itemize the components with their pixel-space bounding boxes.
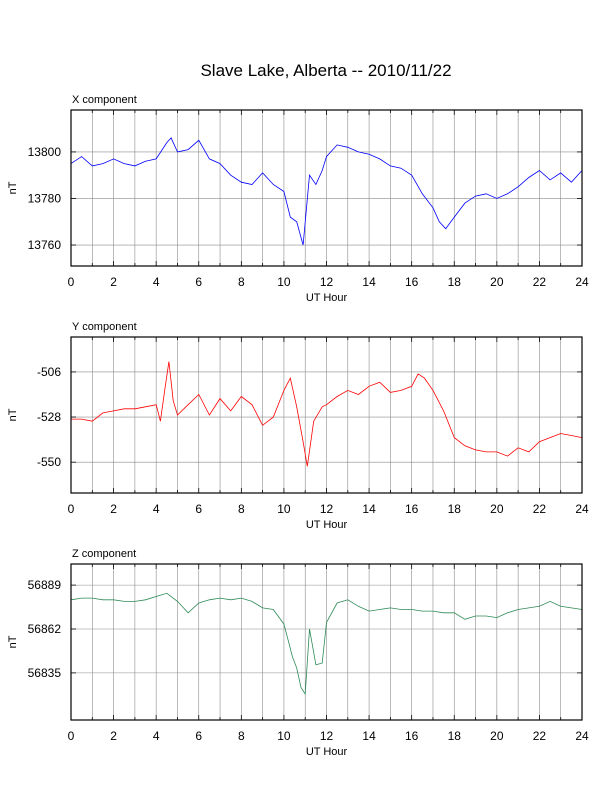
x-tick-label: 6: [195, 502, 202, 516]
y-axis-label: nT: [7, 635, 19, 648]
x-tick-label: 22: [533, 502, 547, 516]
x-tick-label: 16: [405, 729, 419, 743]
panel-title: Y component: [72, 321, 137, 333]
panel-title: X component: [72, 94, 137, 106]
x-tick-label: 4: [153, 275, 160, 289]
x-axis-label: UT Hour: [306, 519, 348, 531]
x-tick-label: 0: [68, 502, 75, 516]
x-tick-label: 2: [110, 502, 117, 516]
x-axis-label: UT Hour: [306, 746, 348, 758]
series-line: [70, 137, 583, 246]
x-tick-label: 8: [238, 502, 245, 516]
x-tick-label: 0: [68, 275, 75, 289]
x-tick-label: 10: [277, 729, 291, 743]
x-tick-label: 16: [405, 502, 419, 516]
x-tick-label: 4: [153, 502, 160, 516]
x-tick-label: 6: [195, 275, 202, 289]
chart-title: Slave Lake, Alberta -- 2010/11/22: [200, 61, 451, 80]
x-tick-label: 18: [448, 502, 462, 516]
y-tick-label: 13760: [28, 238, 62, 252]
panel-title: Z component: [72, 548, 136, 560]
x-tick-label: 20: [490, 502, 504, 516]
x-tick-label: 8: [238, 729, 245, 743]
y-axis-label: nT: [7, 181, 19, 194]
x-tick-label: 12: [320, 502, 334, 516]
x-tick-label: 10: [277, 502, 291, 516]
x-tick-label: 18: [448, 275, 462, 289]
x-tick-label: 10: [277, 275, 291, 289]
x-tick-label: 2: [110, 275, 117, 289]
x-tick-label: 0: [68, 729, 75, 743]
y-axis-label: nT: [7, 408, 19, 421]
y-tick-label: 13800: [28, 145, 62, 159]
x-tick-label: 22: [533, 275, 547, 289]
x-tick-label: 24: [575, 502, 589, 516]
x-tick-label: 24: [575, 275, 589, 289]
x-tick-label: 16: [405, 275, 419, 289]
x-tick-label: 12: [320, 275, 334, 289]
y-tick-label: 13780: [28, 191, 62, 205]
x-tick-label: 14: [362, 502, 376, 516]
x-tick-label: 18: [448, 729, 462, 743]
x-tick-label: 22: [533, 729, 547, 743]
x-tick-label: 20: [490, 275, 504, 289]
x-tick-label: 24: [575, 729, 589, 743]
series-line: [71, 361, 583, 467]
y-tick-label: 56835: [28, 666, 62, 680]
y-tick-label: -506: [37, 365, 61, 379]
x-tick-label: 8: [238, 275, 245, 289]
x-tick-label: 4: [153, 729, 160, 743]
y-tick-label: -550: [37, 455, 61, 469]
x-tick-label: 14: [362, 275, 376, 289]
y-tick-label: 56889: [28, 578, 62, 592]
x-tick-label: 14: [362, 729, 376, 743]
x-tick-label: 6: [195, 729, 202, 743]
series-line: [70, 592, 583, 696]
y-tick-label: 56862: [28, 622, 62, 636]
x-axis-label: UT Hour: [306, 292, 348, 304]
y-tick-label: -528: [37, 410, 61, 424]
x-tick-label: 2: [110, 729, 117, 743]
x-tick-label: 12: [320, 729, 334, 743]
x-tick-label: 20: [490, 729, 504, 743]
